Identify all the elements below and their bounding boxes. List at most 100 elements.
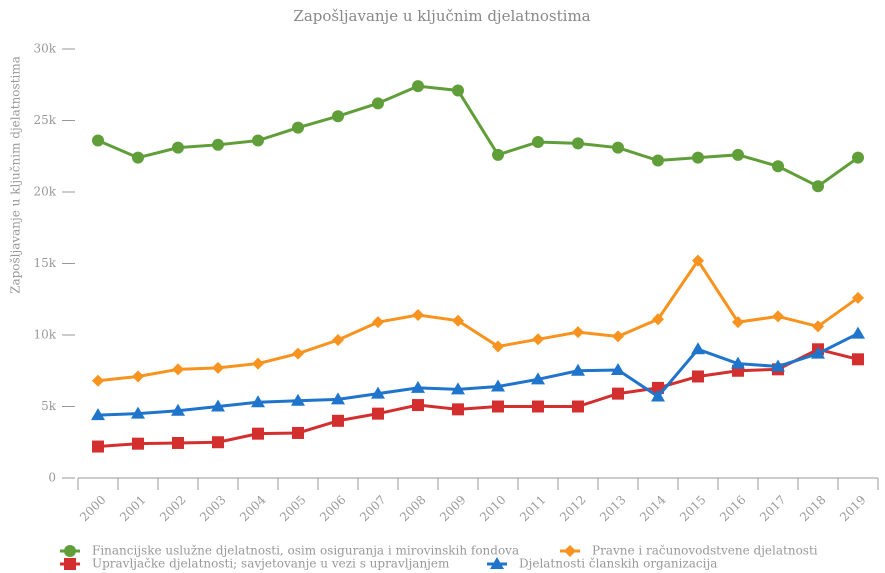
x-tick-label: 2005 xyxy=(277,493,308,524)
data-point xyxy=(452,314,464,327)
data-point xyxy=(412,80,424,93)
legend-marker xyxy=(490,557,504,569)
data-point xyxy=(251,395,265,408)
data-point xyxy=(292,121,304,134)
legend-marker xyxy=(64,545,76,557)
data-point xyxy=(732,148,744,161)
x-tick-label: 2009 xyxy=(437,493,468,524)
data-point xyxy=(212,138,224,151)
x-tick-label: 2010 xyxy=(477,493,508,524)
x-tick-label: 2001 xyxy=(117,493,148,524)
data-point xyxy=(692,370,704,383)
data-point xyxy=(611,363,625,376)
data-point xyxy=(211,399,225,412)
data-point xyxy=(612,141,624,154)
y-tick-label: 25k xyxy=(33,113,56,127)
x-tick-label: 2006 xyxy=(317,493,348,524)
data-point xyxy=(812,320,824,333)
data-point xyxy=(852,291,864,304)
x-tick-label: 2003 xyxy=(197,493,228,524)
data-point xyxy=(92,374,104,387)
x-tick-label: 2015 xyxy=(677,493,708,524)
data-point xyxy=(252,427,264,440)
data-point xyxy=(372,316,384,329)
data-point xyxy=(492,148,504,161)
data-point xyxy=(852,353,864,366)
x-tick-label: 2019 xyxy=(837,493,868,524)
y-tick-label: 5k xyxy=(41,399,57,413)
x-tick-label: 2002 xyxy=(157,493,188,524)
chart-title: Zapošljavanje u ključnim djelatnostima xyxy=(293,7,590,25)
data-point xyxy=(572,400,584,413)
x-tick-label: 2008 xyxy=(397,493,428,524)
x-tick-label: 2012 xyxy=(557,493,588,524)
legend-label: Financijske uslužne djelatnosti, osim os… xyxy=(92,544,519,558)
legend-label: Upravljačke djelatnosti; savjetovanje u … xyxy=(92,557,450,571)
data-point xyxy=(772,310,784,323)
legend-label: Pravne i računovodstvene djelatnosti xyxy=(592,544,818,558)
data-point xyxy=(372,407,384,420)
data-point xyxy=(851,326,865,339)
data-point xyxy=(292,347,304,360)
data-point xyxy=(411,380,425,393)
y-tick-label: 30k xyxy=(33,42,56,56)
data-point xyxy=(731,356,745,369)
data-point xyxy=(491,379,505,392)
data-point xyxy=(132,370,144,383)
series-line xyxy=(97,84,859,189)
x-tick-label: 2018 xyxy=(797,493,828,524)
series-line xyxy=(97,347,859,449)
x-tick-label: 2007 xyxy=(357,493,388,524)
data-point xyxy=(492,400,504,413)
data-point xyxy=(252,357,264,370)
data-point xyxy=(651,389,665,402)
data-point xyxy=(212,436,224,449)
data-point xyxy=(532,400,544,413)
data-point xyxy=(252,134,264,147)
data-point xyxy=(732,316,744,329)
data-point xyxy=(171,403,185,416)
x-tick-label: 2017 xyxy=(757,493,788,524)
data-point xyxy=(652,313,664,326)
data-point xyxy=(692,151,704,164)
data-point xyxy=(212,361,224,374)
data-point xyxy=(331,392,345,405)
data-point xyxy=(332,110,344,123)
data-point xyxy=(492,340,504,353)
y-axis-label: Zapošljavanje u ključnim djelatnostima xyxy=(9,56,23,294)
y-tick-label: 10k xyxy=(33,328,56,342)
x-tick-label: 2004 xyxy=(237,492,269,524)
data-point xyxy=(332,414,344,427)
data-point xyxy=(572,137,584,150)
data-point xyxy=(412,308,424,321)
series-line xyxy=(97,257,859,383)
x-tick-label: 2016 xyxy=(717,493,748,524)
data-point xyxy=(772,160,784,173)
data-point xyxy=(812,180,824,193)
data-point xyxy=(452,403,464,416)
x-tick-label: 2013 xyxy=(597,493,628,524)
data-point xyxy=(572,326,584,339)
data-point xyxy=(92,440,104,453)
series-line xyxy=(97,332,859,417)
data-point xyxy=(811,346,825,359)
data-point xyxy=(371,386,385,399)
legend-marker xyxy=(64,558,76,570)
data-point xyxy=(771,359,785,372)
data-point xyxy=(412,399,424,412)
data-point xyxy=(692,254,704,267)
data-point xyxy=(91,408,105,421)
data-point xyxy=(612,330,624,343)
data-point xyxy=(372,97,384,110)
data-point xyxy=(172,363,184,376)
x-tick-label: 2014 xyxy=(637,492,669,524)
data-point xyxy=(172,141,184,154)
data-point xyxy=(691,342,705,355)
data-point xyxy=(132,151,144,164)
data-point xyxy=(332,334,344,347)
data-point xyxy=(291,393,305,406)
data-point xyxy=(612,387,624,400)
legend-marker xyxy=(564,545,576,557)
data-point xyxy=(531,372,545,385)
x-tick-label: 2011 xyxy=(517,493,548,524)
